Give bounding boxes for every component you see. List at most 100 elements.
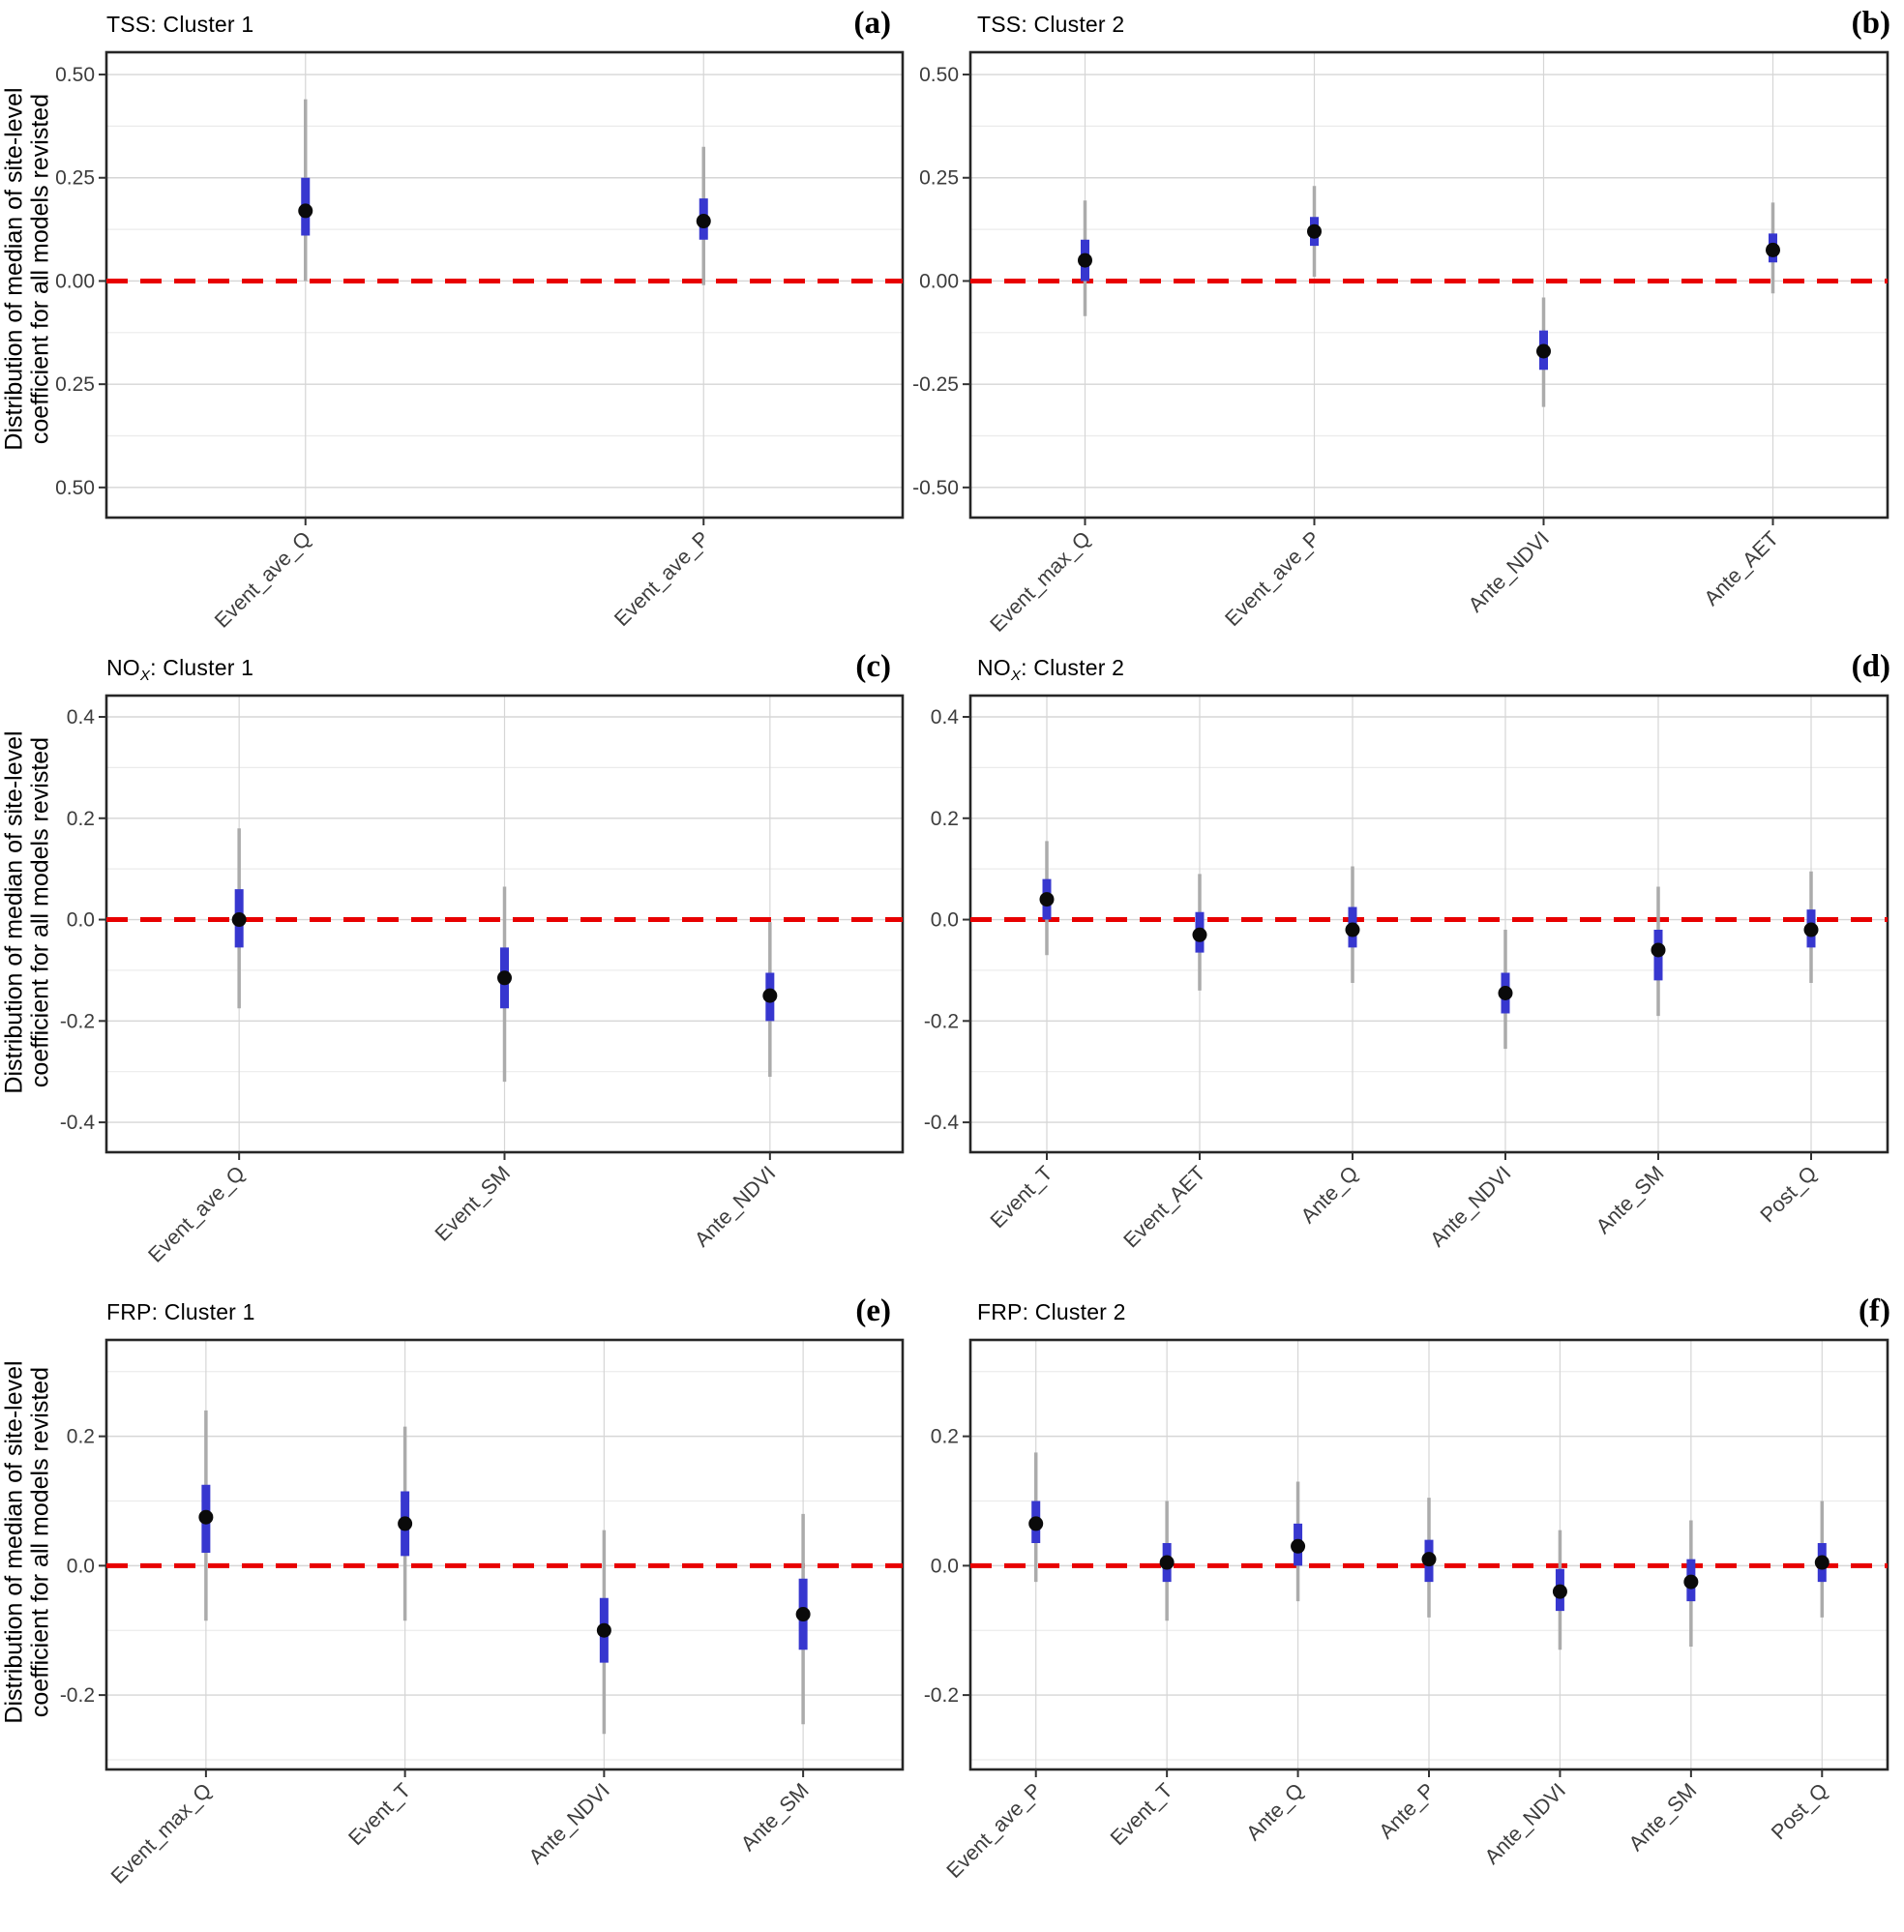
panel-f-plot: 0.2 0.0 -0.2 Event_ave_P Event_T Ante_Q Ante_P… [924, 1338, 1889, 1883]
median-point [1078, 253, 1092, 268]
y-tick-label: 0.25 [919, 167, 959, 190]
category-label: Ante_NDVI [690, 1162, 780, 1252]
median-point [1345, 922, 1360, 937]
y-tick-label: -0.2 [924, 1010, 959, 1032]
panel-d-letter: (d) [1851, 649, 1890, 684]
median-point [1291, 1538, 1306, 1554]
panel-b-plot: 0.50 0.25 0.00 -0.25 -0.50 Event_max_Q Event_a… [912, 50, 1889, 637]
median-point [1552, 1584, 1567, 1599]
category-label: Ante_NDVI [1464, 527, 1554, 617]
panel-f-header: FRP: Cluster 2 (f) [905, 1288, 1904, 1330]
category-label: Event_ave_P [942, 1779, 1046, 1883]
category-label: Ante_NDVI [1426, 1162, 1516, 1252]
y-tick-label: 0.00 [919, 270, 959, 292]
panel-c-letter: (c) [855, 649, 891, 684]
panel-b-title: TSS: Cluster 2 [977, 12, 1125, 37]
median-point [1536, 343, 1551, 359]
y-tick-label: 0.50 [56, 64, 95, 86]
y-tick-label: -0.50 [912, 477, 959, 499]
median-point [1039, 892, 1055, 907]
panel-border [968, 694, 1889, 1154]
y-tick-label: -0.2 [60, 1010, 95, 1032]
y-axis-label-text: Distribution of median of site-level coe… [1, 1360, 55, 1724]
category-label: Ante_SM [1592, 1162, 1669, 1239]
median-point [1421, 1552, 1437, 1567]
panel-a-letter: (a) [853, 6, 891, 41]
panel-c-plot: 0.4 0.2 0.0 -0.2 -0.4 Event_ave_Q Event_SM Ante… [60, 694, 905, 1267]
category-label: Post_Q [1756, 1162, 1822, 1228]
y-tick-label: 0.2 [931, 1426, 959, 1448]
median-point [1192, 927, 1207, 942]
y-tick-label: 0.0 [931, 909, 959, 932]
y-tick-label: 0.2 [67, 808, 95, 830]
panel-d-plot: 0.4 0.2 0.0 -0.2 -0.4 Event_T Event_AET Ante_Q A… [924, 694, 1889, 1252]
median-point [231, 912, 247, 928]
panel-e-plot: 0.2 0.0 -0.2 Event_max_Q Event_T Ante_NDVI Ant… [60, 1338, 905, 1888]
panel-c: NOX: Cluster 1 (c) 0.4 0.2 0.0 -0.2 -0.4 Even… [56, 643, 905, 1288]
y-tick-label: 0.2 [931, 808, 959, 830]
median-point [696, 214, 711, 229]
y-axis-label-line2: coefficient for all models revisted [27, 1366, 55, 1718]
panel-b-header: TSS: Cluster 2 (b) [905, 0, 1904, 43]
category-label: Event_T [344, 1779, 416, 1851]
category-label: Ante_AET [1700, 527, 1783, 610]
panel-border [104, 1338, 905, 1771]
median-point [1683, 1574, 1699, 1590]
median-point [795, 1607, 811, 1622]
median-point [596, 1622, 611, 1638]
panel-e: FRP: Cluster 1 (e) 0.2 0.0 -0.2 Event_max_Q… [56, 1288, 905, 1932]
median-point [398, 1516, 413, 1531]
panel-d: NOX: Cluster 2 (d) 0.4 0.2 0.0 -0.2 -0.4 Even… [905, 643, 1904, 1288]
y-tick-label: -0.4 [60, 1112, 96, 1134]
y-tick-label: -0.25 [56, 373, 95, 396]
category-label: Ante_SM [736, 1779, 814, 1857]
category-label: Post_Q [1767, 1779, 1832, 1845]
y-axis-label-text: Distribution of median of site-level coe… [1, 730, 55, 1093]
figure-row-tss: Distribution of median of site-level coe… [0, 0, 1904, 643]
y-axis-label-line1: Distribution of median of site-level [1, 1360, 29, 1724]
panel-border [104, 50, 905, 520]
category-label: Ante_Q [1242, 1779, 1309, 1846]
panel-c-header: NOX: Cluster 1 (c) [56, 643, 905, 686]
category-label: Event_max_Q [986, 527, 1095, 637]
median-point [1803, 922, 1819, 937]
median-point [198, 1509, 214, 1525]
y-axis-label-nox: Distribution of median of site-level coe… [0, 643, 56, 1288]
panel-a-plot: 0.50 0.25 0.00 -0.25 -0.50 Event_ave_Q Event_a… [56, 50, 905, 633]
y-tick-label: -0.4 [924, 1112, 960, 1134]
y-tick-label: 0.0 [67, 909, 95, 932]
panel-e-header: FRP: Cluster 1 (e) [56, 1288, 905, 1330]
panel-a: TSS: Cluster 1 (a) 0.50 0.25 0.00 -0.25 -0.5… [56, 0, 905, 643]
panel-c-title: NOX: Cluster 1 [106, 655, 254, 684]
category-label: Event_ave_P [610, 527, 713, 631]
y-tick-label: 0.4 [67, 706, 96, 728]
category-label: Ante_NDVI [524, 1779, 614, 1869]
category-label: Event_T [1106, 1779, 1177, 1851]
y-tick-label: -0.50 [56, 477, 95, 499]
panel-d-header: NOX: Cluster 2 (d) [905, 643, 1904, 686]
y-axis-label-text: Distribution of median of site-level coe… [1, 86, 54, 451]
panel-e-letter: (e) [855, 1293, 891, 1328]
y-axis-label-line1: Distribution of median of site-level [1, 86, 29, 451]
category-label: Event_max_Q [106, 1779, 216, 1888]
median-point [762, 988, 778, 1003]
y-tick-label: 0.0 [931, 1555, 959, 1577]
panel-a-title: TSS: Cluster 1 [106, 12, 254, 37]
y-axis-label-line2: coefficient for all models revisted [27, 736, 55, 1088]
y-tick-label: 0.0 [67, 1555, 95, 1577]
category-label: Event_ave_Q [210, 527, 315, 633]
category-label: Event_T [986, 1162, 1057, 1234]
y-tick-label: 0.4 [931, 706, 960, 728]
panel-d-title: NOX: Cluster 2 [977, 655, 1125, 684]
median-point [1498, 986, 1513, 1001]
category-label: Event_SM [431, 1162, 515, 1246]
panel-f: FRP: Cluster 2 (f) 0.2 0.0 -0.2 Event_ave_P… [905, 1288, 1904, 1932]
y-tick-label: -0.2 [60, 1684, 95, 1707]
category-label: Ante_P [1375, 1779, 1440, 1844]
median-point [1307, 223, 1322, 239]
panel-border [968, 50, 1889, 520]
y-axis-label-frp: Distribution of median of site-level coe… [0, 1288, 56, 1932]
panel-f-letter: (f) [1859, 1293, 1890, 1328]
category-label: Ante_SM [1624, 1779, 1702, 1857]
